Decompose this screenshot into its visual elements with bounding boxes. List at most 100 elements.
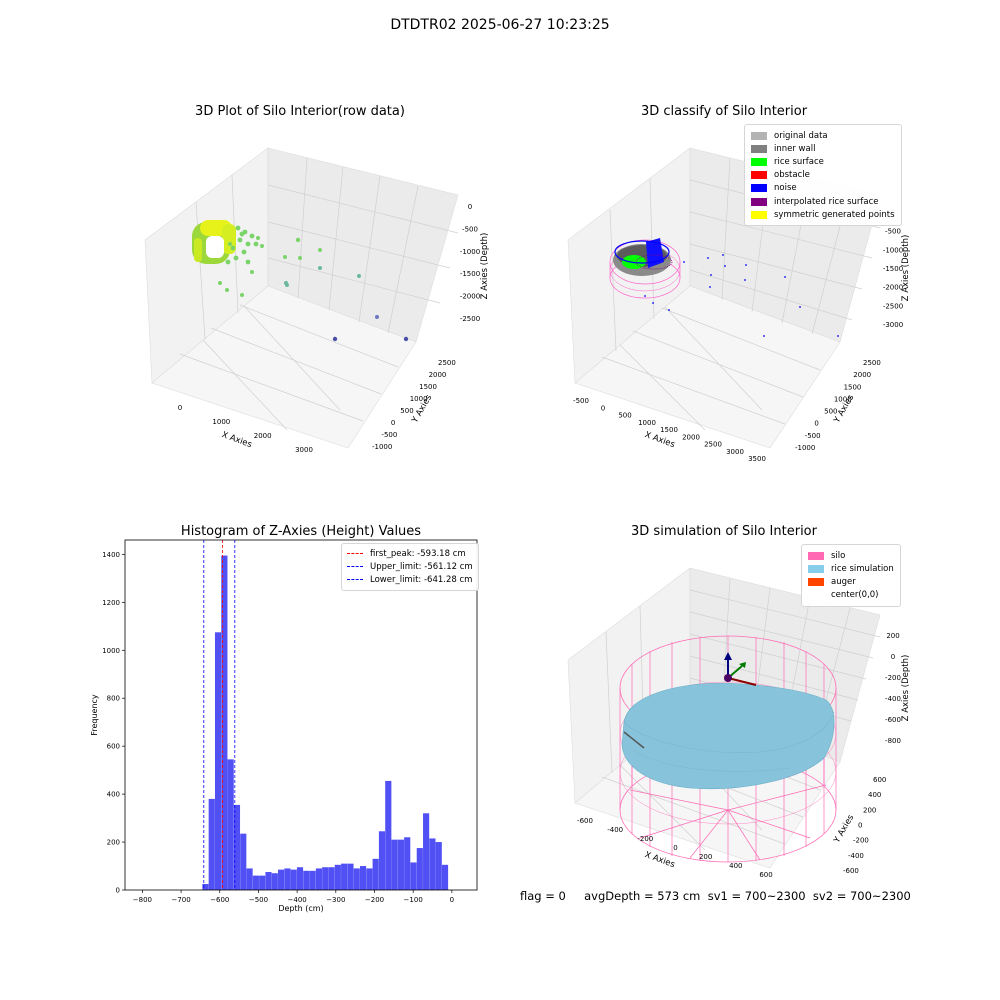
x-tick-label: 200 <box>699 853 712 861</box>
y-tick-label: 200 <box>863 806 876 814</box>
x-tick-label: 0 <box>673 844 677 852</box>
x-tick-label: -600 <box>577 817 593 825</box>
histogram-bar <box>372 858 379 890</box>
legend-swatch <box>808 551 824 560</box>
y-tick-label: 1200 <box>102 599 120 607</box>
x-tick-label: 0 <box>450 896 454 904</box>
histogram-bar <box>214 632 222 890</box>
z-tick-label: -500 <box>885 228 901 236</box>
legend-item-auger: auger <box>808 575 894 588</box>
histogram-bar <box>309 870 316 890</box>
x-tick-label: 2500 <box>704 441 722 449</box>
panel2-z-label: Z Axies (Depth) <box>901 235 911 302</box>
panel1-z-ticks: 0 -500 -1000 -1500 -2000 -2500 <box>460 203 480 323</box>
y-tick-label: 1500 <box>419 383 437 391</box>
panel4-center-axes <box>724 652 757 686</box>
histogram-plot: −800 −700 −600 −500 −400 −300 −200 −100 0 0 200 40… <box>90 539 478 913</box>
histogram-bar <box>259 875 266 890</box>
x-tick-label: −300 <box>326 896 345 904</box>
x-tick-label: −800 <box>133 896 152 904</box>
legend-item-inner-wall: inner wall <box>751 142 895 155</box>
histogram-bar <box>227 759 234 890</box>
z-tick-label: -1500 <box>883 265 903 273</box>
y-tick-label: 500 <box>400 407 413 415</box>
y-tick-label: 500 <box>824 408 837 416</box>
histogram-bar <box>208 798 215 890</box>
y-tick-label: 0 <box>814 420 818 428</box>
x-tick-label: 400 <box>729 862 742 870</box>
histogram-bar <box>252 875 259 890</box>
x-tick-label: 1000 <box>638 419 656 427</box>
histogram-legend: first_peak: -593.18 cm Upper_limit: -561… <box>341 543 479 591</box>
panel2-title: 3D classify of Silo Interior <box>640 104 808 119</box>
panel4-title: 3D simulation of Silo Interior <box>631 524 817 539</box>
x-tick-label: 1500 <box>660 426 678 434</box>
legend-item-rice-surface: rice surface <box>751 155 895 168</box>
x-tick-label: −400 <box>288 896 307 904</box>
z-tick-label: 0 <box>468 203 472 211</box>
y-tick-label: -500 <box>381 431 397 439</box>
x-tick-label: -200 <box>637 835 653 843</box>
histogram-bar <box>429 838 436 890</box>
legend-item-original-data: original data <box>751 129 895 142</box>
y-tick-label: 400 <box>868 791 881 799</box>
histogram-bar <box>265 872 272 890</box>
histogram-bar <box>284 868 291 890</box>
legend-swatch <box>751 157 767 166</box>
panel1-z-label: Z Axies (Depth) <box>480 233 490 300</box>
x-tick-label: 3500 <box>748 455 766 463</box>
histogram-bar <box>296 867 304 890</box>
y-tick-label: -1000 <box>372 443 392 451</box>
histogram-bar <box>341 863 348 890</box>
panel2-legend: original data inner wall rice surface ob… <box>744 124 902 227</box>
y-tick-label: 200 <box>107 839 120 847</box>
z-tick-label: -500 <box>462 225 478 233</box>
legend-item-rice-simulation: rice simulation <box>808 562 894 575</box>
histogram-x-label: Depth (cm) <box>278 904 323 913</box>
panel1-title: 3D Plot of Silo Interior(row data) <box>195 104 405 119</box>
y-tick-label: 2000 <box>853 371 871 379</box>
legend-item-upper-limit: Upper_limit: -561.12 cm <box>347 560 473 573</box>
panel2-y-ticks: -1000 -500 0 500 1000 1500 2000 2500 <box>795 359 881 452</box>
status-footer: flag = 0 avgDepth = 573 cm sv1 = 700~230… <box>520 889 911 903</box>
legend-swatch <box>808 591 824 600</box>
y-tick-label: 1500 <box>844 383 862 391</box>
panel4-x-ticks: -600 -400 -200 0 200 400 600 <box>577 817 773 879</box>
panel1-y-ticks: -1000 -500 0 500 1000 1500 2000 2500 <box>372 359 456 451</box>
histogram-bar <box>278 869 285 890</box>
y-tick-label: 600 <box>873 776 886 784</box>
panel4-z-label: Z Axies (Depth) <box>901 655 911 722</box>
legend-swatch <box>751 144 767 153</box>
z-tick-label: -1000 <box>460 248 480 256</box>
histogram-bar <box>404 837 411 890</box>
y-tick-label: -500 <box>805 432 821 440</box>
histogram-y-ticks: 0 200 400 600 800 1000 1200 1400 <box>102 551 125 895</box>
z-tick-label: -3000 <box>883 321 903 329</box>
x-tick-label: 3000 <box>295 446 313 454</box>
histogram-bar <box>271 873 278 890</box>
z-tick-label: -1000 <box>883 246 903 254</box>
panel4-rice-surface <box>621 683 835 789</box>
y-tick-label: 400 <box>107 791 120 799</box>
legend-line <box>347 553 363 555</box>
histogram-bar <box>290 869 297 890</box>
histogram-bar <box>441 864 449 890</box>
z-tick-label: -400 <box>885 695 901 703</box>
histogram-bar <box>385 780 392 890</box>
y-tick-label: 1000 <box>102 647 120 655</box>
panel1-x-ticks: 0 1000 2000 3000 <box>178 404 313 454</box>
legend-item-center: center(0,0) <box>808 589 894 602</box>
histogram-bar <box>315 868 323 890</box>
histogram-bar <box>347 863 354 890</box>
y-tick-label: -600 <box>843 867 859 875</box>
y-tick-label: -200 <box>853 837 869 845</box>
histogram-vlines <box>203 540 236 890</box>
z-tick-label: -1500 <box>460 270 480 278</box>
legend-swatch <box>751 171 767 180</box>
legend-item-silo: silo <box>808 549 894 562</box>
z-tick-label: -2500 <box>460 315 480 323</box>
histogram-bars <box>202 555 449 890</box>
histogram-bar <box>435 842 442 890</box>
histogram-title: Histogram of Z-Axies (Height) Values <box>180 524 422 539</box>
z-tick-label: -2500 <box>883 302 903 310</box>
